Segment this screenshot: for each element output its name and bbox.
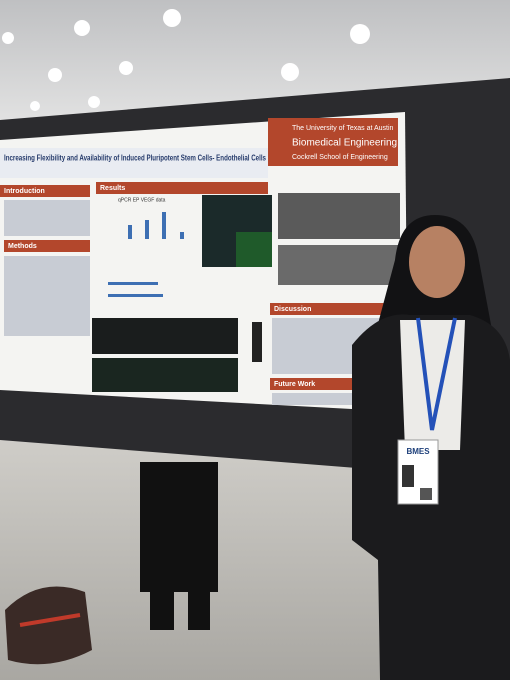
title-band xyxy=(0,148,268,178)
section-title: Introduction xyxy=(4,188,45,195)
figure-title: qPCR EP VEGF data xyxy=(118,197,166,203)
section-header xyxy=(270,303,400,315)
section-title: Methods xyxy=(8,243,37,250)
background-person xyxy=(140,462,218,630)
section-header xyxy=(270,378,356,390)
institution-name: The University of Texas at Austin xyxy=(292,125,394,132)
presenter: BMES xyxy=(352,215,510,680)
backpack xyxy=(5,586,92,665)
school-name: Cockrell School of Engineering xyxy=(292,154,388,161)
institution-banner xyxy=(268,118,398,166)
figure-bars xyxy=(108,212,184,297)
ceiling-lights xyxy=(2,9,370,111)
poster-title: Increasing Flexibility and Availability … xyxy=(4,152,266,162)
section-header xyxy=(4,240,90,252)
badge-title: BMES xyxy=(406,447,430,456)
section-title: Discussion xyxy=(274,306,311,313)
section-title: Future Work xyxy=(274,381,315,388)
section-header xyxy=(96,182,268,194)
section-header xyxy=(0,185,90,197)
microscopy-images xyxy=(92,193,400,392)
section-title: Results xyxy=(100,185,125,192)
department-name: Biomedical Engineering xyxy=(292,138,397,149)
